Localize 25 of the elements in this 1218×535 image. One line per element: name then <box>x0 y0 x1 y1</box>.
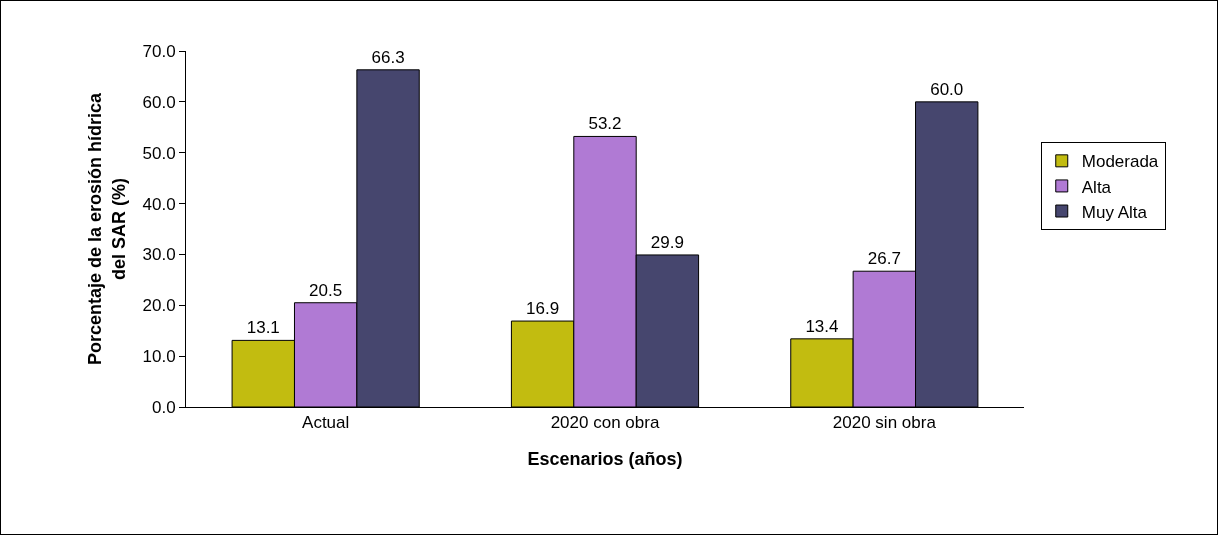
y-axis-title: Porcentaje de la erosión hídrica del SAR (%) <box>85 91 129 366</box>
data-label: 66.3 <box>371 47 405 67</box>
y-tick-label: 60.0 <box>142 92 176 112</box>
data-label: 13.4 <box>805 316 839 336</box>
data-label: 29.9 <box>650 232 684 252</box>
y-tick-label: 10.0 <box>142 347 176 367</box>
x-axis-title: Escenarios (años) <box>527 448 683 469</box>
x-tick-label: Actual <box>302 413 350 433</box>
y-tick-label: 50.0 <box>142 143 176 163</box>
data-label: 26.7 <box>867 249 901 269</box>
data-label: 60.0 <box>930 79 964 99</box>
data-label: 20.5 <box>309 280 343 300</box>
legend-label: Alta <box>1081 177 1112 197</box>
data-label: 13.1 <box>246 318 280 338</box>
x-tick-label: 2020 con obra <box>550 413 660 433</box>
y-tick-label: 30.0 <box>142 245 176 265</box>
y-tick-label: 40.0 <box>142 194 176 214</box>
data-label: 16.9 <box>526 299 560 319</box>
y-tick-label: 20.0 <box>142 296 176 316</box>
x-tick-label: 2020 sin obra <box>832 413 937 433</box>
legend-label: Muy Alta <box>1081 202 1148 222</box>
y-tick-label: 0.0 <box>151 397 176 417</box>
y-tick-label: 70.0 <box>142 41 176 61</box>
data-label: 53.2 <box>588 114 622 134</box>
legend-label: Moderada <box>1081 152 1159 172</box>
